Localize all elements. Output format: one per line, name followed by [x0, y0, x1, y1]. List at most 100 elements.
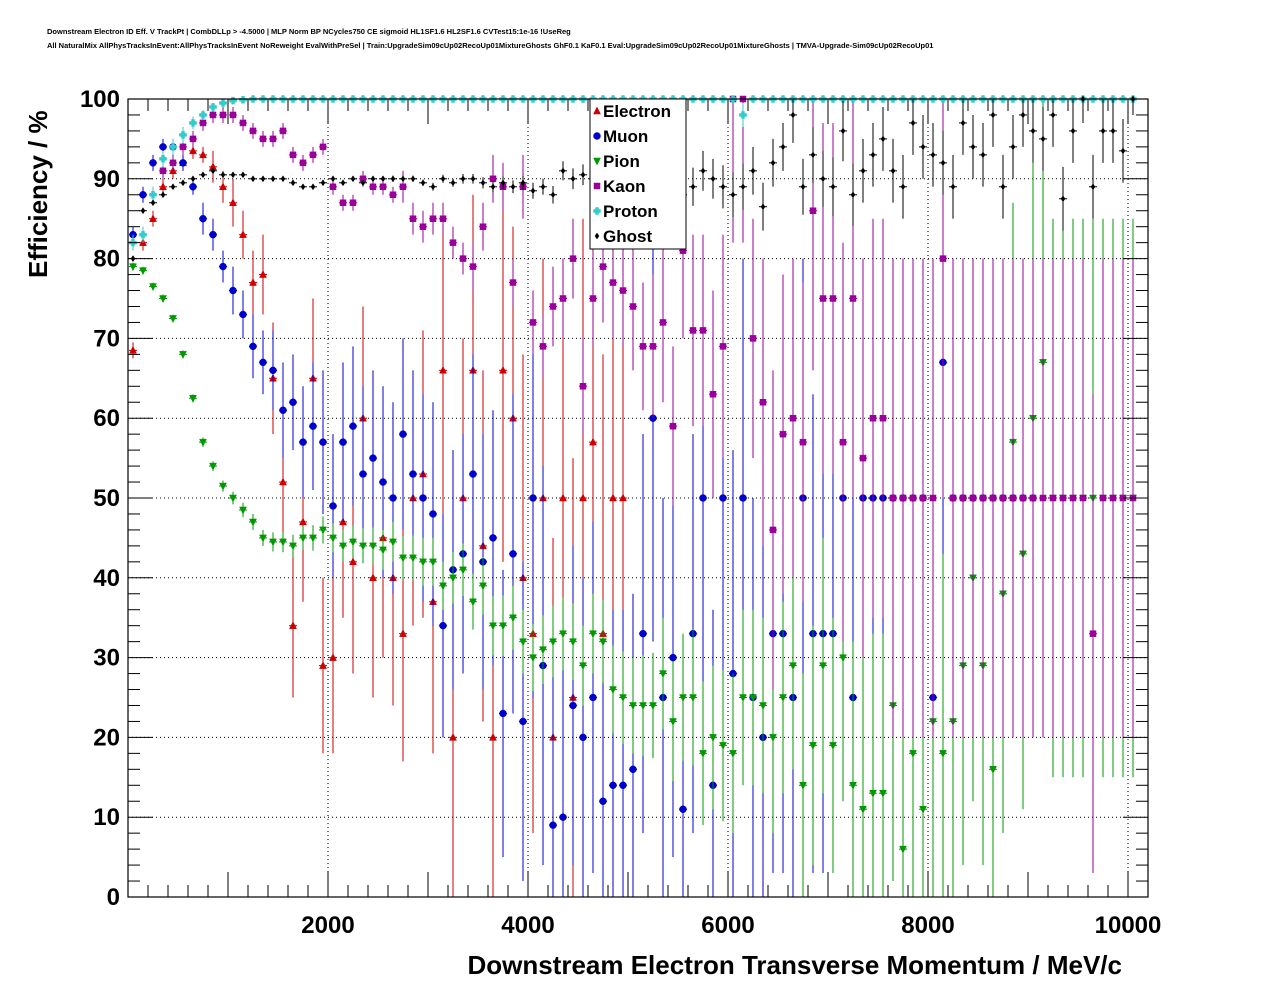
data-point	[470, 175, 476, 183]
data-point	[499, 709, 507, 718]
data-point	[859, 454, 867, 462]
data-point	[239, 506, 247, 515]
data-point	[329, 534, 337, 543]
data-point	[849, 782, 857, 790]
data-point	[450, 179, 456, 187]
data-point	[980, 151, 986, 159]
data-point	[699, 327, 707, 334]
data-point	[149, 191, 157, 199]
x-tick-label: 8000	[901, 912, 954, 939]
data-point	[259, 534, 267, 543]
data-point	[919, 805, 927, 814]
data-point	[1000, 183, 1006, 191]
data-point	[219, 99, 227, 107]
data-point	[989, 766, 997, 774]
data-point	[299, 534, 307, 543]
data-point	[159, 143, 167, 151]
data-point	[449, 732, 457, 741]
data-point	[849, 295, 857, 302]
data-point	[159, 182, 167, 191]
data-point	[709, 391, 717, 398]
data-point	[769, 526, 777, 534]
data-point	[189, 146, 197, 155]
data-point	[179, 159, 187, 167]
data-point	[429, 558, 437, 567]
data-point	[799, 438, 807, 446]
data-point	[820, 175, 826, 183]
data-point	[510, 183, 516, 191]
data-point	[159, 295, 167, 304]
data-point	[1090, 183, 1096, 191]
data-point	[1060, 195, 1066, 203]
data-point	[219, 262, 227, 271]
data-point	[869, 414, 877, 422]
data-point	[199, 438, 207, 447]
data-point	[429, 215, 437, 222]
data-point	[550, 191, 556, 199]
data-point	[639, 702, 647, 711]
data-point	[520, 179, 526, 187]
data-point	[1050, 111, 1056, 119]
data-point	[269, 366, 277, 375]
data-point	[1030, 127, 1036, 135]
data-point	[439, 582, 447, 591]
data-point	[380, 175, 386, 183]
data-point	[989, 494, 997, 502]
data-point	[540, 183, 546, 191]
data-point	[500, 179, 506, 187]
data-point	[920, 143, 926, 151]
data-point	[579, 383, 587, 390]
y-tick-label: 90	[93, 166, 120, 193]
data-point	[539, 646, 547, 655]
x-axis-label: Downstream Electron Transverse Momentum …	[467, 950, 1122, 980]
data-point	[460, 175, 466, 183]
data-point	[219, 182, 227, 191]
data-point	[289, 621, 297, 629]
data-point	[209, 230, 217, 239]
data-point	[349, 557, 357, 566]
x-tick-label: 2000	[301, 912, 354, 939]
data-point	[710, 175, 716, 183]
data-point	[249, 342, 257, 351]
data-point	[219, 482, 227, 491]
data-point	[700, 167, 706, 175]
data-point	[279, 127, 287, 135]
data-point	[629, 702, 637, 711]
data-point	[569, 638, 577, 647]
data-point	[489, 175, 497, 183]
data-point	[199, 150, 207, 159]
data-point	[200, 171, 206, 179]
data-point	[399, 430, 407, 438]
data-point	[339, 542, 347, 551]
data-point	[269, 538, 277, 547]
data-point	[739, 111, 747, 119]
legend-label-proton: Proton	[603, 202, 658, 221]
data-point	[189, 119, 197, 127]
data-point	[829, 295, 837, 302]
data-point	[209, 462, 217, 471]
data-point	[280, 175, 286, 183]
data-point	[369, 542, 377, 551]
data-point	[229, 111, 237, 119]
data-point	[329, 502, 337, 510]
data-point	[239, 119, 247, 127]
data-point	[179, 131, 187, 139]
data-point	[269, 135, 277, 143]
data-point	[609, 686, 617, 695]
data-point	[129, 345, 137, 354]
data-point	[369, 573, 377, 582]
data-point	[410, 175, 416, 183]
data-point	[830, 183, 836, 191]
data-point	[489, 732, 497, 741]
legend-marker-ghost	[594, 232, 600, 240]
data-point	[869, 790, 877, 798]
data-point	[220, 171, 226, 179]
data-point	[959, 494, 967, 502]
data-point	[1109, 494, 1117, 502]
data-point	[669, 718, 677, 726]
data-point	[229, 198, 237, 206]
data-point	[339, 438, 347, 446]
data-point	[579, 493, 587, 502]
data-point	[609, 493, 617, 502]
